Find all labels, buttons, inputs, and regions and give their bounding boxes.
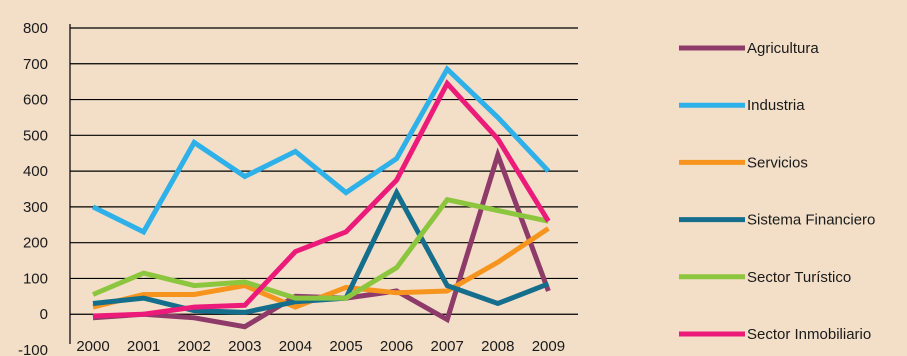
legend: Agricultura Industria Servicios Sistema Fin… [679,40,875,343]
x-tick-label: 2008 [481,338,514,355]
gridlines [69,24,578,344]
x-tick-label: 2000 [76,338,109,355]
series-line [92,196,549,301]
legend-item: Industria [679,97,805,114]
y-axis-ticks: -100 0 100 200 300 400 500 600 700 800 [18,20,48,356]
y-tick-label: 600 [23,92,48,109]
x-axis-ticks: 2000 2001 2002 2003 2004 2005 2006 2007 2008 2009 [76,338,565,355]
y-tick-label: 200 [23,235,48,252]
y-tick-label: 500 [23,127,48,144]
y-tick-label: -100 [18,342,48,356]
series-line [91,65,551,236]
x-tick-label: 2004 [279,338,312,355]
y-tick-label: 400 [23,163,48,180]
legend-item: Agricultura [679,40,819,57]
x-tick-label: 2003 [228,338,261,355]
legend-item: Servicios [679,154,808,171]
x-tick-label: 2001 [127,338,160,355]
y-tick-label: 100 [23,270,48,287]
legend-label: Servicios [747,154,808,171]
y-tick-label: 300 [23,199,48,216]
x-tick-label: 2005 [329,338,362,355]
x-tick-label: 2007 [431,338,464,355]
legend-label: Sector Turístico [747,269,851,286]
legend-label: Industria [747,97,805,114]
legend-item: Sistema Financiero [679,212,875,229]
legend-item: Sector Turístico [679,269,851,286]
x-tick-label: 2006 [380,338,413,355]
legend-label: Agricultura [747,40,819,57]
legend-item: Sector Inmobiliario [679,326,871,343]
x-tick-label: 2009 [532,338,565,355]
x-tick-label: 2002 [178,338,211,355]
legend-label: Sector Inmobiliario [747,326,871,343]
legend-label: Sistema Financiero [747,212,875,229]
series-line [92,79,551,319]
y-tick-label: 0 [40,306,48,323]
y-tick-label: 800 [23,20,48,37]
series-lines [91,65,551,330]
y-tick-label: 700 [23,56,48,73]
